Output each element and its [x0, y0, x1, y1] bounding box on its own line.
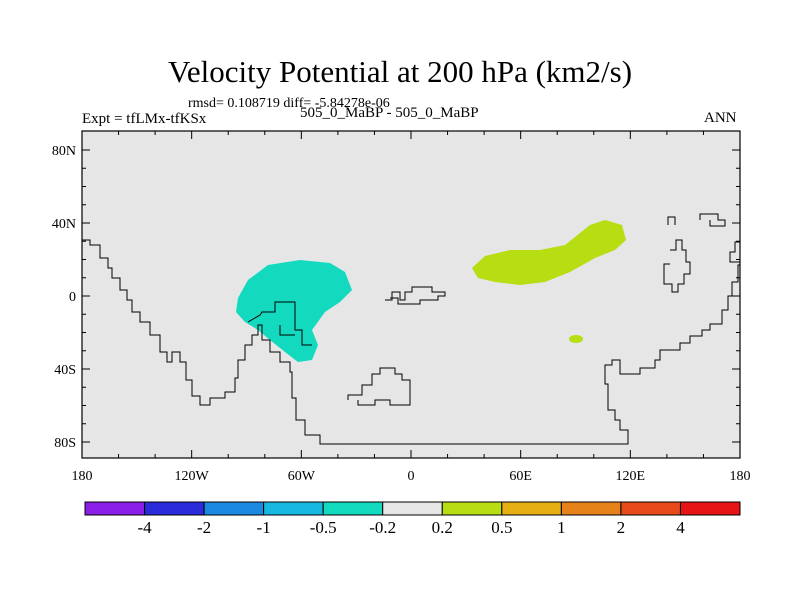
lon-tick-label: 60W	[288, 469, 316, 484]
stats-text: rmsd= 0.108719 diff= -5.84278e-06	[188, 96, 390, 111]
lat-tick-label: 0	[69, 290, 76, 305]
colorbar-swatch	[560, 501, 622, 516]
lon-tick-label: 120W	[175, 469, 210, 484]
colorbar-label: 1	[557, 518, 566, 537]
lon-tick-label: 60E	[509, 469, 532, 484]
lon-tick-label: 120E	[616, 469, 646, 484]
positive-anomaly-spot	[569, 335, 583, 343]
lat-tick-label: 40S	[54, 363, 76, 378]
lon-tick-label: 180	[72, 469, 93, 484]
colorbar-label: -4	[137, 518, 152, 537]
negative-anomaly-region	[236, 260, 352, 362]
lat-tick-label: 40N	[52, 217, 76, 232]
season-label: ANN	[704, 110, 737, 126]
colorbar-swatch	[322, 501, 384, 516]
experiment-label: Expt = tfLMx-tfKSx	[82, 111, 207, 127]
colorbar-swatch	[679, 501, 741, 516]
map-background	[82, 131, 740, 458]
colorbar: -4 -2 -1 -0.5 -0.2 0.2 0.5 1 2 4	[84, 501, 741, 537]
colorbar-label: 4	[676, 518, 685, 537]
colorbar-label: 0.2	[432, 518, 453, 537]
colorbar-label: -0.5	[310, 518, 337, 537]
colorbar-swatch	[441, 501, 503, 516]
colorbar-label: 2	[617, 518, 626, 537]
coastlines	[82, 213, 740, 445]
colorbar-label: 0.5	[491, 518, 512, 537]
colorbar-swatch	[501, 501, 562, 516]
colorbar-swatch	[144, 501, 205, 516]
longitude-axis: 180 120W 60W 0 60E 120E 180	[72, 131, 751, 484]
colorbar-swatch	[382, 501, 443, 516]
colorbar-swatch	[263, 501, 324, 516]
colorbar-label: -2	[197, 518, 211, 537]
colorbar-swatch	[203, 501, 265, 516]
colorbar-label: -1	[257, 518, 271, 537]
plot-subtitle: 505_0_MaBP - 505_0_MaBP	[300, 105, 479, 121]
plot-title: Velocity Potential at 200 hPa (km2/s)	[167, 54, 633, 89]
lon-tick-label: 180	[730, 469, 751, 484]
colorbar-label: -0.2	[369, 518, 396, 537]
lat-tick-label: 80N	[52, 144, 76, 159]
lon-tick-label: 0	[408, 469, 415, 484]
latitude-axis: 80N 40N 0 40S 80S	[52, 144, 740, 451]
lat-tick-label: 80S	[54, 436, 76, 451]
positive-anomaly-region	[472, 220, 626, 285]
colorbar-swatch	[620, 501, 681, 516]
colorbar-swatch	[84, 501, 146, 516]
